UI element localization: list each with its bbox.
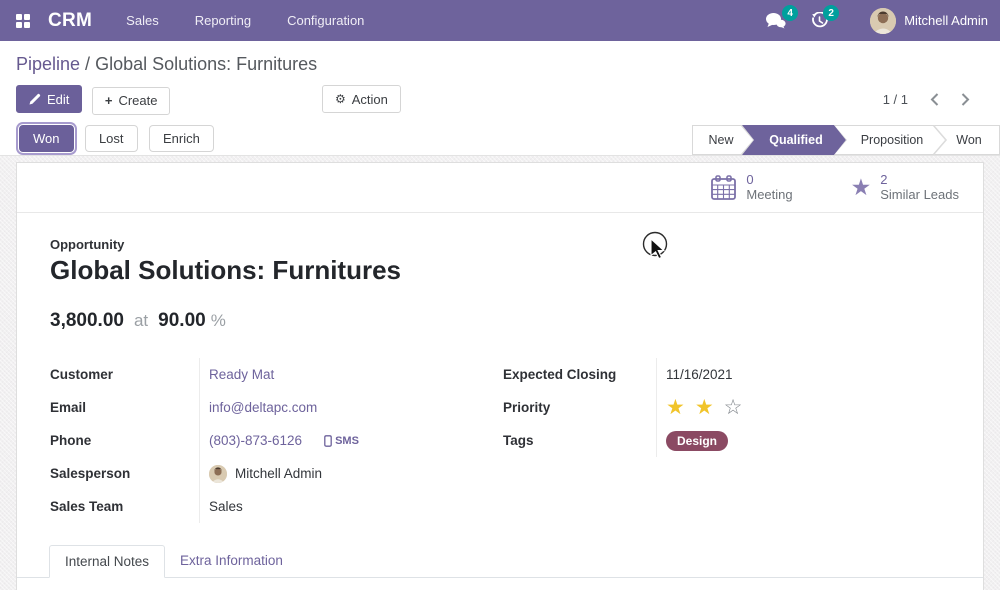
tab-extra-information[interactable]: Extra Information xyxy=(180,553,283,568)
field-groups: Customer Ready Mat Email info@deltapc.co… xyxy=(50,358,983,523)
field-expected-closing: Expected Closing 11/16/2021 xyxy=(503,358,983,391)
field-sales-team: Sales Team Sales xyxy=(50,490,503,523)
priority-star-2[interactable]: ★ xyxy=(694,396,716,419)
breadcrumb-pipeline-link[interactable]: Pipeline xyxy=(16,54,81,74)
gear-icon: ⚙ xyxy=(335,92,346,106)
activities-badge: 2 xyxy=(823,5,840,21)
at-label: at xyxy=(133,311,149,330)
stage-proposition[interactable]: Proposition xyxy=(834,125,946,155)
field-salesperson: Salesperson M xyxy=(50,457,503,490)
app-name[interactable]: CRM xyxy=(48,9,93,31)
meeting-stat-button[interactable]: 0 Meeting xyxy=(710,171,793,203)
control-panel: Pipeline / Global Solutions: Furnitures … xyxy=(0,41,1000,156)
field-tags: Tags Design xyxy=(503,424,983,457)
user-name: Mitchell Admin xyxy=(904,13,988,28)
action-button[interactable]: ⚙ Action xyxy=(322,85,401,113)
opportunity-title: Global Solutions: Furnitures xyxy=(50,255,401,285)
lost-button[interactable]: Lost xyxy=(84,125,138,152)
field-phone: Phone (803)-873-6126 SMS xyxy=(50,424,503,457)
stat-button-row: 0 Meeting ★ 2 Similar Leads xyxy=(17,163,983,213)
sales-team-value[interactable]: Sales xyxy=(209,499,243,514)
meeting-count: 0 xyxy=(746,171,754,187)
apps-grid-icon[interactable] xyxy=(10,8,36,34)
chat-bubbles-icon xyxy=(766,13,786,29)
user-avatar xyxy=(870,7,897,34)
form-sheet: 0 Meeting ★ 2 Similar Leads Opportunity … xyxy=(16,162,984,590)
mobile-phone-icon xyxy=(324,434,332,447)
top-navbar: CRM Sales Reporting Configuration 4 xyxy=(0,0,1000,41)
similar-leads-label: Similar Leads xyxy=(880,186,959,202)
menu-sales[interactable]: Sales xyxy=(126,13,159,28)
priority-star-3[interactable]: ☆ xyxy=(723,396,743,419)
record-type-label: Opportunity xyxy=(50,237,125,252)
meeting-label: Meeting xyxy=(746,186,793,202)
chevron-right-icon xyxy=(961,92,970,106)
activity-clock-icon xyxy=(812,12,829,28)
breadcrumb-separator: / xyxy=(80,54,96,74)
salesperson-name[interactable]: Mitchell Admin xyxy=(235,466,323,481)
form-view-background: 0 Meeting ★ 2 Similar Leads Opportunity … xyxy=(0,156,1000,590)
pager: 1 / 1 xyxy=(883,85,970,113)
pager-previous-button[interactable] xyxy=(930,92,939,106)
action-button-label: Action xyxy=(351,91,388,107)
salesperson-avatar xyxy=(209,464,227,483)
customer-link[interactable]: Ready Mat xyxy=(209,367,275,382)
sms-button[interactable]: SMS xyxy=(324,435,359,447)
probability-value: 90.00 xyxy=(158,310,206,331)
messages-badge: 4 xyxy=(782,5,799,21)
status-row: Won Lost Enrich New Qualified Propositi xyxy=(16,125,1000,155)
breadcrumb-current: Global Solutions: Furnitures xyxy=(95,54,318,74)
user-menu[interactable]: Mitchell Admin xyxy=(870,7,988,34)
edit-button-label: Edit xyxy=(47,91,70,107)
percent-sign: % xyxy=(210,311,226,330)
tab-internal-notes[interactable]: Internal Notes xyxy=(49,545,166,578)
field-group-right: Expected Closing 11/16/2021 Priority ★ ★… xyxy=(503,358,983,523)
email-link[interactable]: info@deltapc.com xyxy=(209,400,318,415)
buttons-row: Edit + Create ⚙ Action 1 / 1 xyxy=(16,85,984,115)
notebook-tabs: Internal Notes Extra Information xyxy=(17,545,983,578)
menu-configuration[interactable]: Configuration xyxy=(287,13,365,28)
tag-design[interactable]: Design xyxy=(666,430,729,451)
stage-bar: New Qualified Proposition Won xyxy=(692,125,1000,155)
activities-menu-button[interactable]: 2 xyxy=(811,5,840,29)
plus-icon: + xyxy=(104,93,113,108)
pencil-icon xyxy=(29,93,41,105)
field-priority: Priority ★ ★ ☆ xyxy=(503,391,983,424)
create-button[interactable]: + Create xyxy=(91,86,171,115)
expected-revenue-value: 3,800.00 xyxy=(50,310,124,331)
stage-won[interactable]: Won xyxy=(934,125,1000,155)
won-button[interactable]: Won xyxy=(19,125,74,152)
similar-leads-stat-button[interactable]: ★ 2 Similar Leads xyxy=(850,171,959,203)
field-customer: Customer Ready Mat xyxy=(50,358,503,391)
edit-button[interactable]: Edit xyxy=(16,85,83,113)
menu-reporting[interactable]: Reporting xyxy=(194,13,252,28)
pager-value: 1 / 1 xyxy=(882,91,908,107)
expected-revenue-row: 3,800.00 at 90.00 % xyxy=(50,310,983,332)
field-email: Email info@deltapc.com xyxy=(50,391,503,424)
star-icon: ★ xyxy=(850,174,872,200)
stage-new[interactable]: New xyxy=(692,125,754,155)
sheet-body: Opportunity Global Solutions: Furnitures… xyxy=(17,213,983,578)
priority-star-1[interactable]: ★ xyxy=(666,396,687,419)
calendar-icon xyxy=(711,175,737,200)
field-group-left: Customer Ready Mat Email info@deltapc.co… xyxy=(50,358,503,523)
pager-next-button[interactable] xyxy=(961,92,970,106)
enrich-button[interactable]: Enrich xyxy=(148,125,214,152)
messages-menu-button[interactable]: 4 xyxy=(765,5,799,29)
expected-closing-value[interactable]: 11/16/2021 xyxy=(666,367,733,382)
create-button-label: Create xyxy=(118,93,158,108)
similar-leads-count: 2 xyxy=(880,171,888,187)
chevron-left-icon xyxy=(930,92,939,106)
breadcrumb: Pipeline / Global Solutions: Furnitures xyxy=(16,54,984,75)
stage-qualified[interactable]: Qualified xyxy=(742,125,846,155)
phone-link[interactable]: (803)-873-6126 xyxy=(209,433,303,448)
